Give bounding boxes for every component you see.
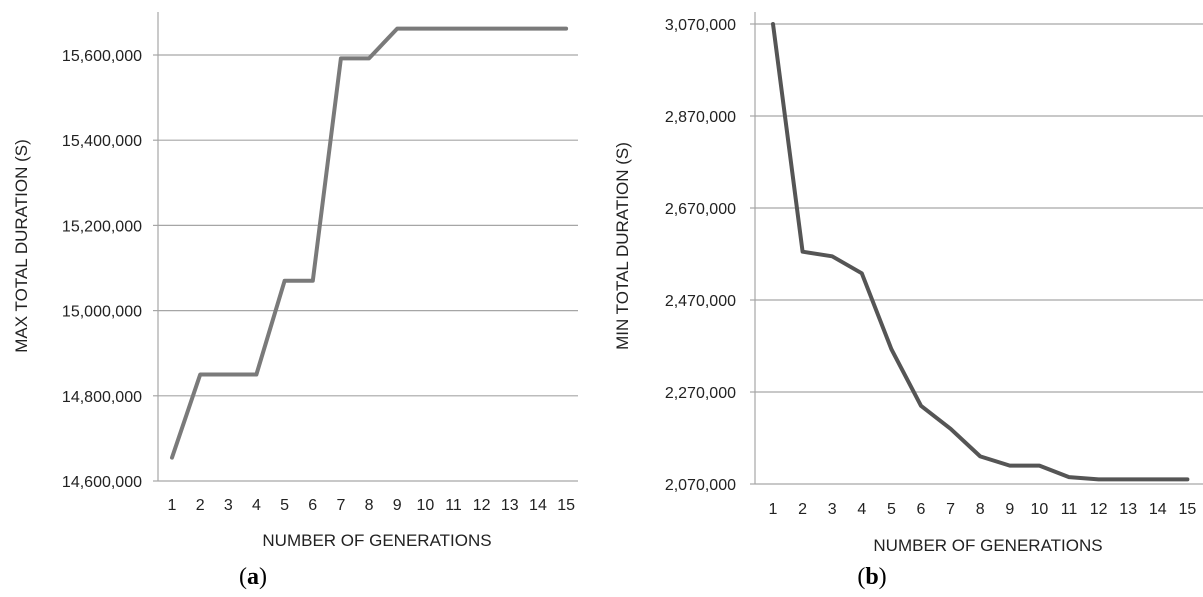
x-tick-label: 2 [196, 497, 205, 514]
x-tick-label: 1 [168, 497, 177, 514]
y-tick-label: 2,870,000 [665, 109, 736, 126]
y-tick-label: 2,270,000 [665, 385, 736, 402]
x-tick-label: 15 [1179, 501, 1197, 518]
x-tick-label: 8 [365, 497, 374, 514]
x-tick-label: 4 [857, 501, 866, 518]
y-tick-label: 15,000,000 [62, 304, 142, 321]
chart-panel-a: 14,600,000 14,800,000 15,000,000 15,200,000… [12, 12, 578, 590]
y-tick-label: 2,470,000 [665, 293, 736, 310]
x-tick-label: 13 [1119, 501, 1137, 518]
x-tick-label: 11 [445, 497, 462, 514]
y-tick-label: 15,600,000 [62, 48, 142, 65]
y-axis-title: MIN TOTAL DURATION (S) [613, 142, 632, 350]
series-line [771, 22, 1190, 482]
x-tick-label: 10 [1031, 501, 1049, 518]
x-tick-label: 12 [1090, 501, 1108, 518]
x-tick-label: 15 [557, 497, 575, 514]
x-tick-label: 3 [224, 497, 233, 514]
x-tick-label: 12 [473, 497, 491, 514]
x-tick-label: 10 [416, 497, 434, 514]
series-line [170, 26, 569, 460]
x-axis-title: NUMBER OF GENERATIONS [873, 536, 1102, 555]
x-tick-label: 9 [1005, 501, 1014, 518]
x-tick-label: 6 [917, 501, 926, 518]
x-tick-label: 8 [976, 501, 985, 518]
y-tick-label: 15,400,000 [62, 133, 142, 150]
x-tick-label: 7 [946, 501, 955, 518]
x-tick-label: 5 [887, 501, 896, 518]
x-tick-label: 13 [501, 497, 519, 514]
x-tick-label: 3 [828, 501, 837, 518]
y-tick-label: 15,200,000 [62, 218, 142, 235]
x-tick-label: 2 [798, 501, 807, 518]
x-axis-title: NUMBER OF GENERATIONS [262, 531, 491, 550]
x-tick-label: 7 [336, 497, 345, 514]
x-tick-label: 5 [280, 497, 289, 514]
y-tick-label: 3,070,000 [665, 17, 736, 34]
panel-label: (b) [857, 564, 886, 590]
y-tick-label: 2,070,000 [665, 477, 736, 494]
y-tick-label: 2,670,000 [665, 201, 736, 218]
y-tick-label: 14,600,000 [62, 474, 142, 491]
panel-label: (a) [239, 564, 267, 590]
x-tick-label: 6 [308, 497, 317, 514]
x-tick-label: 1 [769, 501, 778, 518]
y-tick-label: 14,800,000 [62, 389, 142, 406]
x-tick-label: 14 [529, 497, 547, 514]
chart-panel-b: 2,070,000 2,270,000 2,470,000 2,670,000 2,87… [613, 12, 1203, 590]
y-axis-title: MAX TOTAL DURATION (S) [12, 139, 31, 352]
x-tick-label: 4 [252, 497, 261, 514]
x-tick-label: 9 [393, 497, 402, 514]
x-tick-label: 14 [1149, 501, 1167, 518]
x-tick-label: 11 [1061, 501, 1078, 518]
